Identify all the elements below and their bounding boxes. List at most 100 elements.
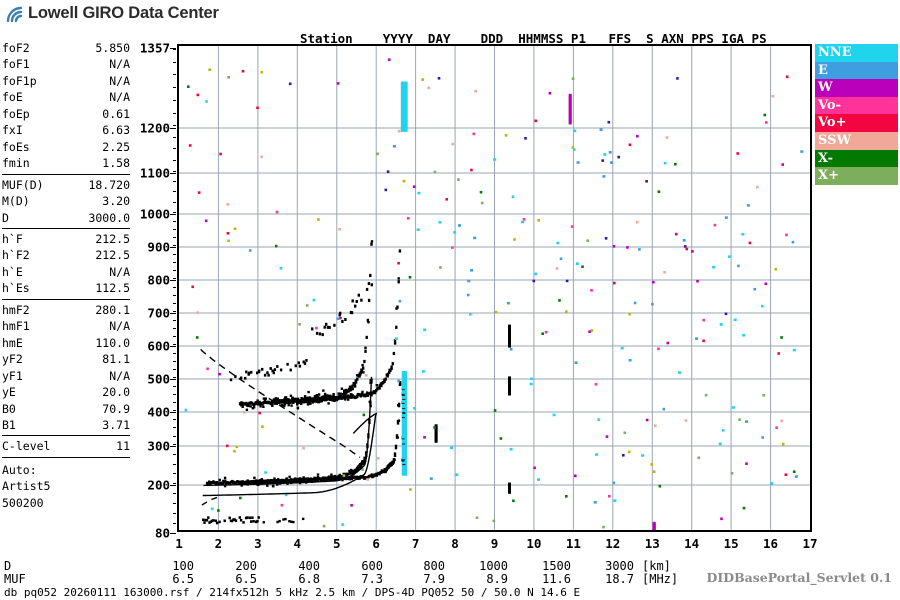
y-tick-minor <box>173 402 176 404</box>
x-tick-label-2: 2 <box>214 536 223 551</box>
footer-muf-cell-0: 6.5 <box>172 572 194 586</box>
parameter-key: fxI <box>2 123 23 138</box>
legend-item-X[interactable]: X- <box>815 149 898 168</box>
parameter-key: MUF(D) <box>2 177 44 192</box>
legend-item-Vo[interactable]: Vo- <box>815 96 898 115</box>
y-axis: 80 200 300 400 500 600 700 800 900 1000 1100 1200 13… <box>130 38 176 541</box>
y-tick-minor <box>173 294 176 296</box>
parameter-value: 18.720 <box>88 177 130 192</box>
parameter-key: hmF1 <box>2 319 30 334</box>
x-tick-label-8: 8 <box>451 536 459 551</box>
parameter-row-hmF1: hmF1 N/A <box>2 318 130 334</box>
parameter-key: h`Es <box>2 281 30 296</box>
y-tick-minor <box>173 473 176 475</box>
station-header-line1: Station YYYY DAY DDD HHMMSS P1 FFS S AXN… <box>300 31 767 46</box>
y-tick-label-800: 800 <box>147 272 170 288</box>
x-tick-label-12: 12 <box>605 536 621 551</box>
y-tick-minor <box>173 159 176 161</box>
y-tick-minor <box>173 220 176 222</box>
y-tick-minor <box>173 99 176 101</box>
parameter-row-foF2: foF2 5.850 <box>2 40 130 56</box>
parameter-value: N/A <box>109 264 130 279</box>
x-tick-label-3: 3 <box>254 536 262 551</box>
parameter-value: 20.0 <box>102 385 130 400</box>
y-tick-minor <box>173 181 176 183</box>
parameter-group-profile: hmF2 280.1 hmF1 N/A hmE 110.0 yF2 81.1 yF1 N/A yE 2… <box>2 302 130 434</box>
y-tick-minor <box>173 327 176 329</box>
parameter-row-fxI: fxI 6.63 <box>2 122 130 138</box>
parameter-row-foE: foE N/A <box>2 89 130 105</box>
auto-line-2: 500200 <box>2 495 44 510</box>
y-tick-minor <box>173 170 176 172</box>
footer-d-label: D <box>4 559 12 573</box>
parameter-value: N/A <box>109 368 130 383</box>
y-tick-minor <box>173 483 176 485</box>
y-tick-minor <box>173 463 176 465</box>
parameter-key: foF1 <box>2 57 30 72</box>
parameter-row-hF: h`F 212.5 <box>2 231 130 247</box>
y-tick-major <box>170 346 176 347</box>
parameter-row-hF2: h`F2 212.5 <box>2 247 130 263</box>
y-tick-major <box>170 48 176 49</box>
footer-d-cell-5: 1000 <box>479 559 508 573</box>
parameter-value: N/A <box>109 73 130 88</box>
y-tick-major <box>170 173 176 174</box>
parameter-value: 5.850 <box>95 41 130 55</box>
parameter-row-Clevel: C-level 11 <box>2 438 130 454</box>
parameter-row-B0: B0 70.9 <box>2 401 130 417</box>
y-tick-minor <box>173 286 176 288</box>
parameter-value: 3.20 <box>102 194 130 209</box>
footer-muf-cell-5: 8.9 <box>486 572 508 586</box>
y-tick-label-900: 900 <box>147 239 170 255</box>
y-tick-minor <box>173 49 176 51</box>
legend-item-SSW[interactable]: SSW <box>815 131 898 150</box>
y-tick-minor <box>173 493 176 494</box>
footer-muf-cell-6: 11.6 <box>542 572 571 586</box>
servlet-version: DIDBasePortal_Servlet 0.1 <box>706 570 892 585</box>
x-tick-label-5: 5 <box>332 536 341 551</box>
y-tick-major <box>170 379 176 380</box>
parameter-group-muf: MUF(D) 18.720 M(D) 3.20 D 3000.0 <box>2 177 130 226</box>
x-tick-label-15: 15 <box>723 536 739 551</box>
parameter-key: hmF2 <box>2 302 30 317</box>
parameter-key: foEp <box>2 106 30 121</box>
parameter-value: 2.25 <box>102 139 130 154</box>
footer-muf-cell-4: 7.9 <box>423 572 445 586</box>
footer-muf-label: MUF <box>4 572 26 586</box>
y-tick-label-1200: 1200 <box>139 120 170 136</box>
parameter-row-yF2: yF2 81.1 <box>2 351 130 367</box>
parameter-row-yF1: yF1 N/A <box>2 368 130 384</box>
parameter-row-B1: B1 3.71 <box>2 417 130 433</box>
parameter-value: 3.71 <box>102 417 130 432</box>
legend-item-X[interactable]: X+ <box>815 167 898 185</box>
parameter-value: 212.5 <box>95 231 130 246</box>
x-tick-label-16: 16 <box>763 536 779 551</box>
legend-item-E[interactable]: E <box>815 61 898 80</box>
y-tick-major <box>170 247 176 248</box>
divider <box>2 173 130 175</box>
legend-item-NNE[interactable]: NNE <box>815 44 898 62</box>
parameter-key: foEs <box>2 139 30 154</box>
echo-scatter-layer <box>184 58 804 530</box>
parameter-value: 81.1 <box>102 352 130 367</box>
parameter-key: foE <box>2 90 23 105</box>
y-tick-major <box>170 533 176 534</box>
y-tick-minor <box>173 125 176 127</box>
footer-muf-cell-1: 6.5 <box>235 572 257 586</box>
parameter-key: foF1p <box>2 73 37 88</box>
lowell-giro-logo[interactable]: Lowell GIRO Data Center <box>4 4 219 23</box>
parameter-value: 110.0 <box>95 335 130 350</box>
ionogram-plot[interactable] <box>177 44 812 532</box>
x-tick-label-11: 11 <box>565 536 581 551</box>
parameter-value: 3000.0 <box>88 210 130 225</box>
parameter-key: hmE <box>2 335 23 350</box>
y-tick-major <box>170 128 176 129</box>
y-tick-label-1100: 1100 <box>139 165 170 181</box>
parameter-row-foF1: foF1 N/A <box>2 56 130 72</box>
footer-d-cell-2: 400 <box>298 559 320 573</box>
y-tick-minor <box>173 418 176 420</box>
y-tick-minor <box>173 74 176 76</box>
legend-item-Vo[interactable]: Vo+ <box>815 114 898 132</box>
parameter-value: 280.1 <box>95 302 130 317</box>
legend-item-W[interactable]: W <box>815 79 898 97</box>
